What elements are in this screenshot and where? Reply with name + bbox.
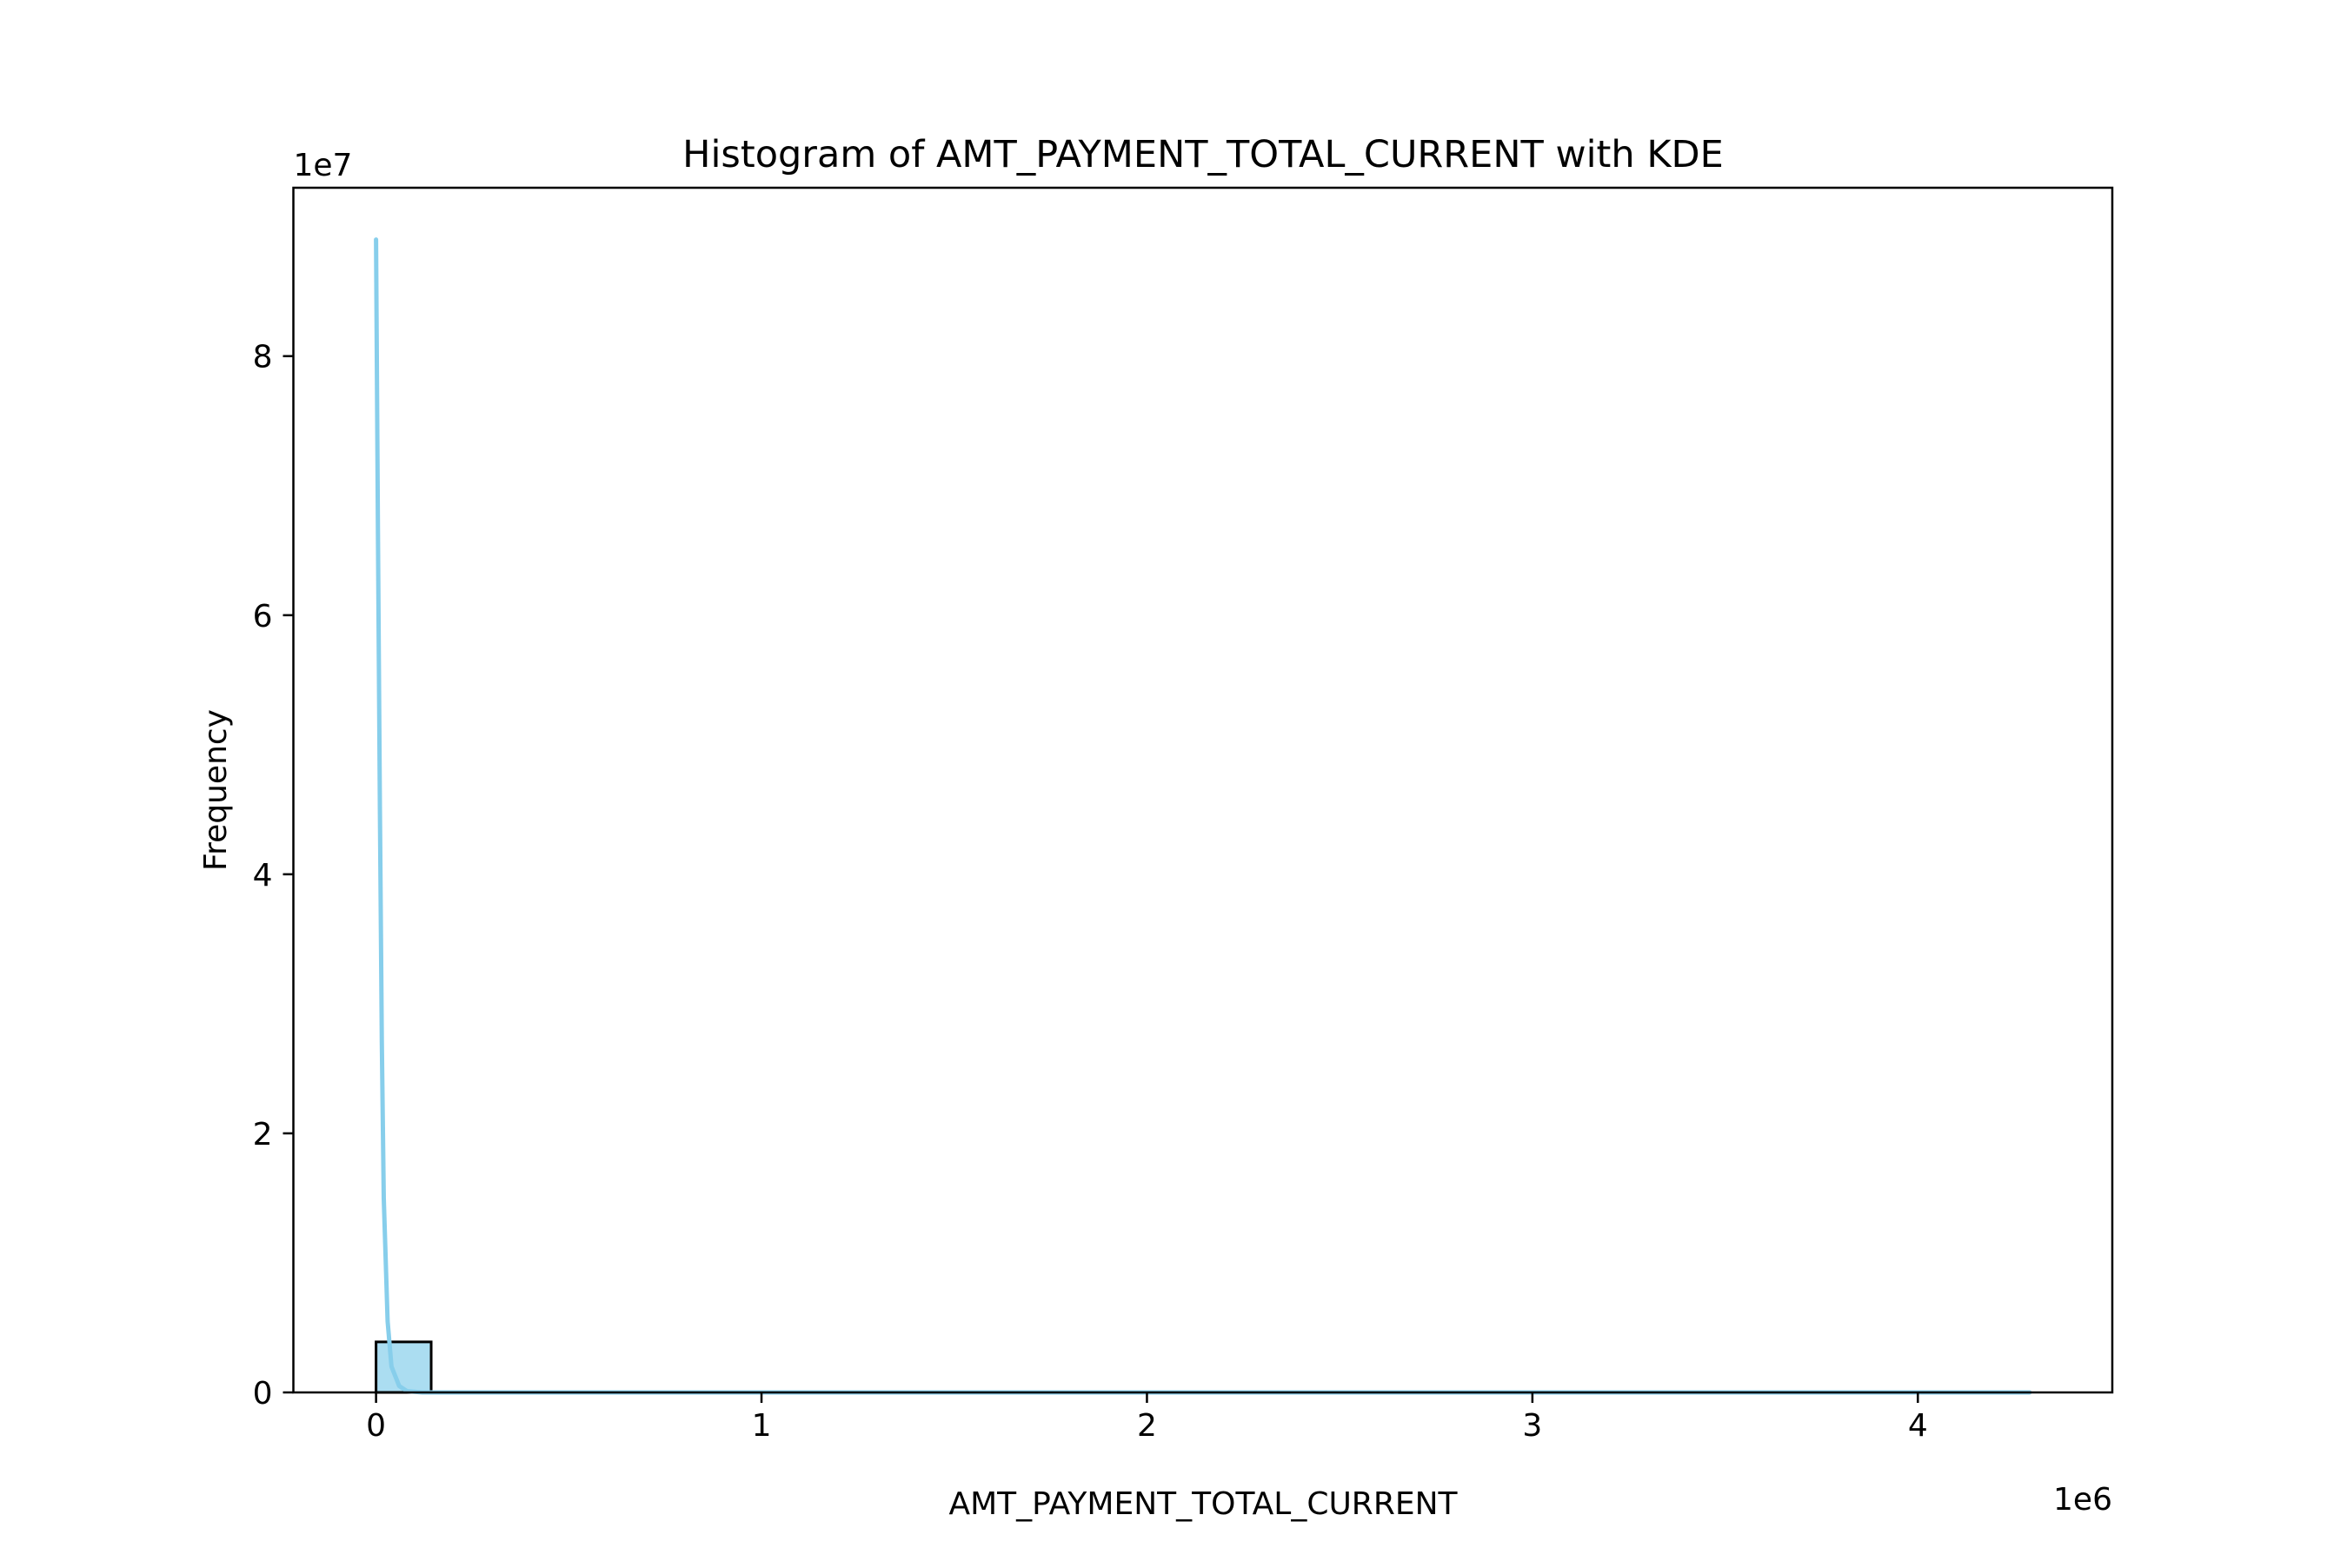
bars-layer bbox=[375, 1340, 433, 1394]
y-axis-label: Frequency bbox=[198, 709, 234, 871]
x-axis-ticks: 0 1 2 3 4 bbox=[366, 1392, 1928, 1444]
y-axis-offset-label: 1e7 bbox=[294, 148, 353, 183]
y-tick-label-1: 2 bbox=[253, 1117, 273, 1153]
x-axis-offset-label: 1e6 bbox=[2053, 1482, 2112, 1518]
axes-frame bbox=[292, 186, 2114, 1394]
histogram-bar-0 bbox=[375, 1340, 433, 1394]
y-tick-label-0: 0 bbox=[253, 1376, 273, 1412]
y-axis-ticks: 0 2 4 6 8 bbox=[253, 340, 294, 1412]
x-tick-label-1: 1 bbox=[752, 1408, 772, 1444]
chart-title: Histogram of AMT_PAYMENT_TOTAL_CURRENT w… bbox=[682, 133, 1724, 176]
y-tick-label-2: 4 bbox=[253, 858, 273, 894]
y-tick-label-4: 8 bbox=[253, 340, 273, 375]
x-tick-label-2: 2 bbox=[1137, 1408, 1157, 1444]
x-tick-label-4: 4 bbox=[1908, 1408, 1928, 1444]
x-axis-label: AMT_PAYMENT_TOTAL_CURRENT bbox=[948, 1486, 1458, 1522]
x-tick-label-0: 0 bbox=[366, 1408, 386, 1444]
y-tick-label-3: 6 bbox=[253, 599, 273, 635]
x-tick-label-3: 3 bbox=[1522, 1408, 1542, 1444]
